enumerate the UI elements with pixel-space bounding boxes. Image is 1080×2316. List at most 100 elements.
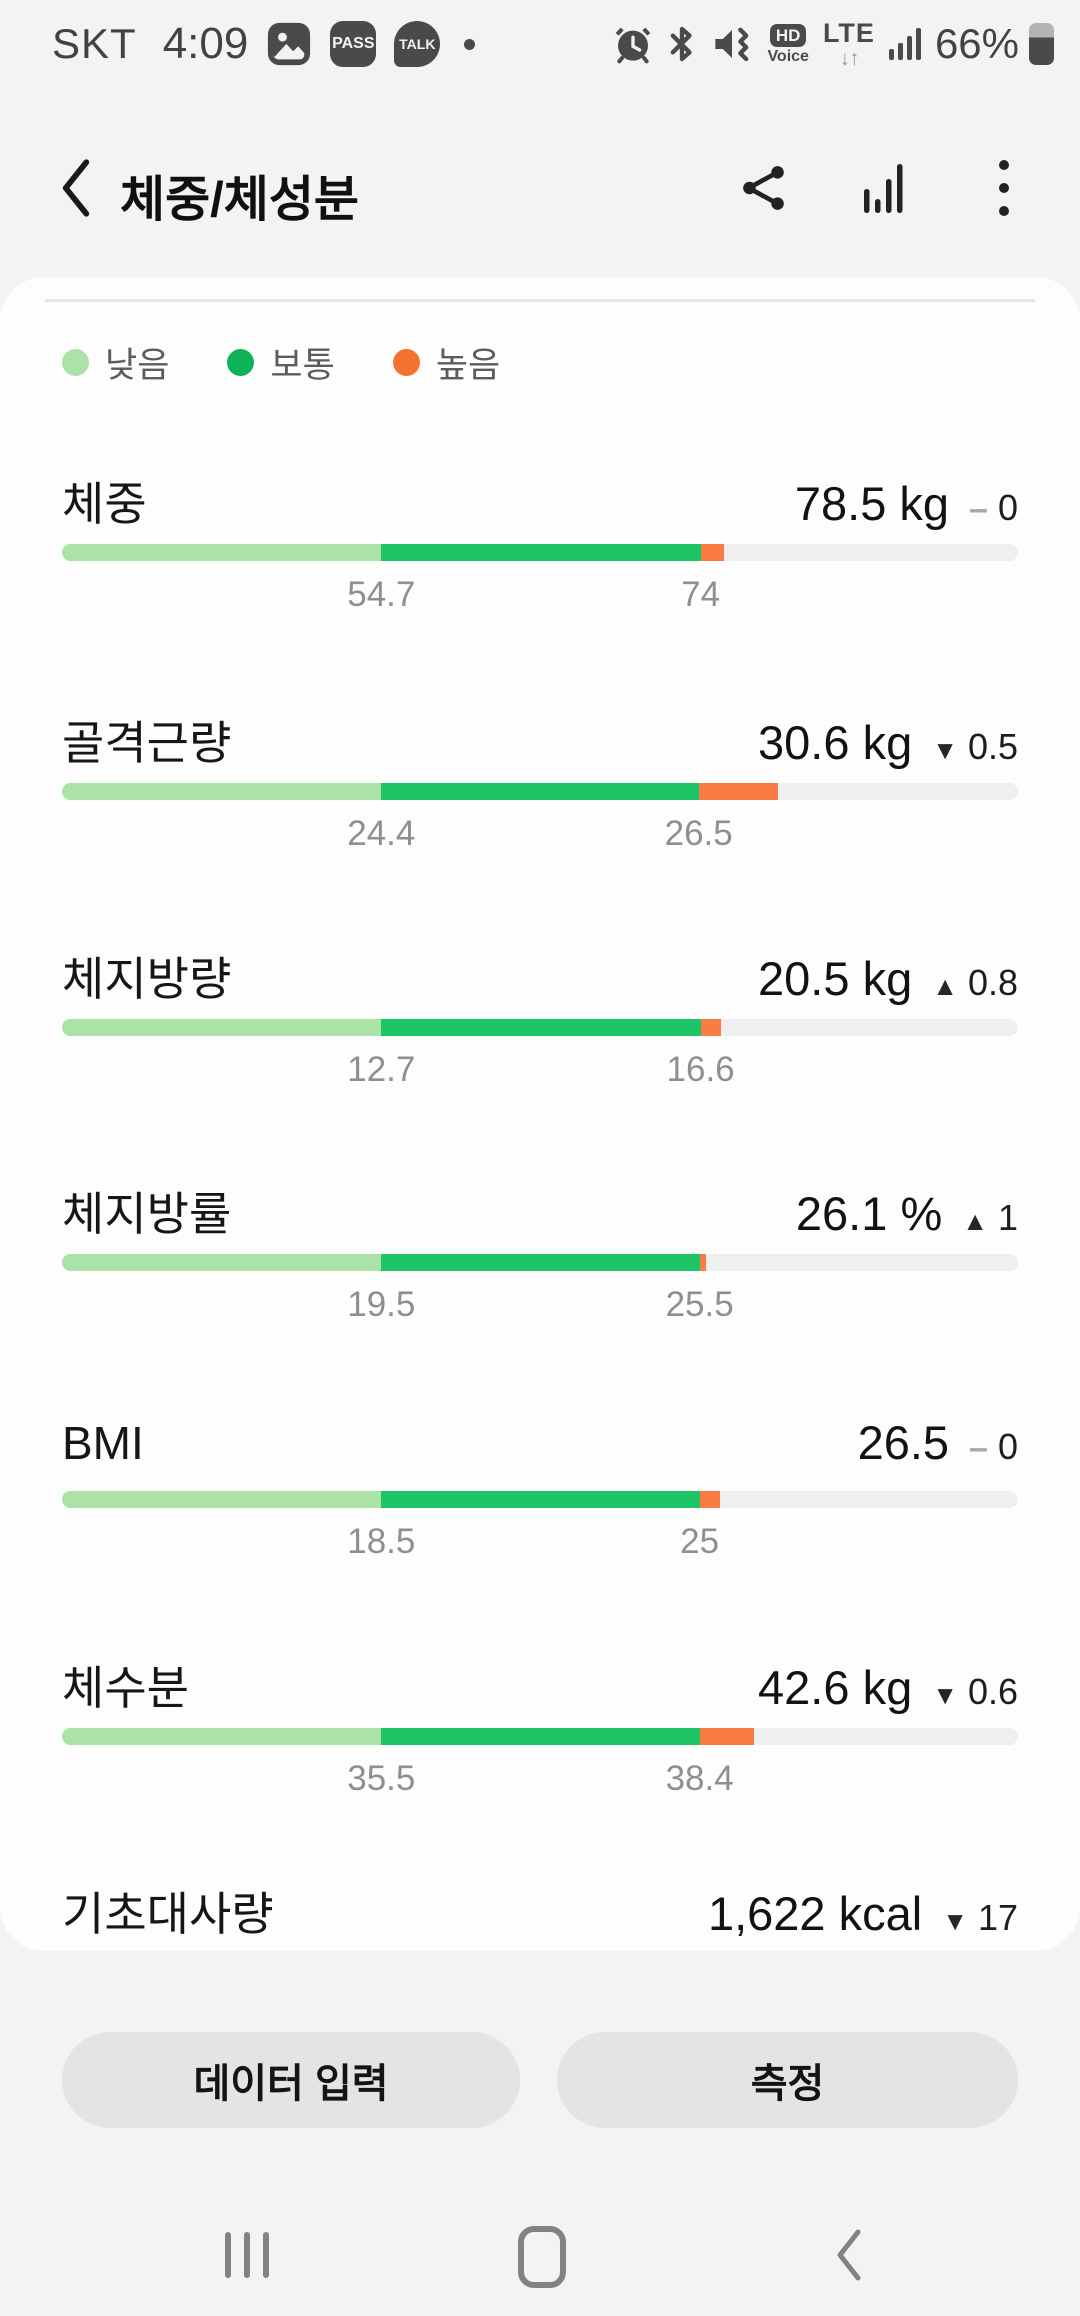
- carrier-label: SKT: [52, 20, 137, 67]
- no-change-icon: –: [969, 490, 988, 528]
- range-labels: 24.4 26.5: [62, 810, 1018, 858]
- metric-label: 체중: [62, 478, 147, 530]
- range-boundary-label: 54.7: [347, 575, 416, 614]
- legend-item: 높음: [392, 337, 501, 388]
- range-bar-segment-low: [62, 544, 382, 561]
- metric-change: ▼ 17: [942, 1897, 1018, 1939]
- range-labels: 54.7 74: [62, 571, 1018, 619]
- range-boundary-label: 25: [680, 1522, 720, 1561]
- range-bar-segment-normal: [381, 544, 701, 561]
- range-boundary-label: 35.5: [347, 1759, 416, 1798]
- metric-value: 1,622 kcal: [707, 1887, 923, 1940]
- range-labels: 35.5 38.4: [62, 1755, 1018, 1803]
- recents-nav-icon[interactable]: [225, 2232, 269, 2278]
- range-bar-segment-low: [62, 783, 382, 800]
- metric-value: 26.1 %: [795, 1187, 943, 1240]
- legend-label: 높음: [435, 346, 501, 385]
- page-title: 체중/체성분: [120, 173, 360, 227]
- range-labels: 18.5 25: [62, 1518, 1018, 1566]
- gallery-notification-icon: [266, 21, 312, 67]
- range-labels: 12.7 16.6: [62, 1046, 1018, 1094]
- metric-value: 30.6 kg: [758, 716, 913, 769]
- share-icon[interactable]: [736, 150, 792, 226]
- metric-label: BMI: [62, 1417, 144, 1469]
- metric-change: ▲ 1: [962, 1197, 1018, 1239]
- status-bar-right: HD Voice LTE ↓↑ 66%: [613, 14, 1054, 74]
- metric-value: 20.5 kg: [758, 952, 913, 1005]
- legend-dot-icon: [62, 349, 89, 376]
- increase-icon: ▲: [932, 971, 958, 1001]
- more-options-icon[interactable]: [976, 150, 1032, 226]
- signal-strength-icon: [888, 28, 921, 60]
- range-boundary-label: 26.5: [664, 814, 733, 853]
- metric-label: 체수분: [62, 1662, 189, 1714]
- range-bar-segment-normal: [381, 1491, 700, 1508]
- legend-dot-icon: [227, 349, 255, 376]
- chart-icon[interactable]: [856, 150, 912, 226]
- metric-value: 78.5 kg: [794, 477, 950, 530]
- metric-label: 체지방률: [62, 1188, 232, 1240]
- range-bar-segment-high: [700, 544, 724, 561]
- legend-label: 보통: [270, 346, 335, 385]
- range-bar-segment-low: [62, 1728, 382, 1745]
- range-bar-segment-normal: [381, 783, 699, 800]
- legend-item: 보통: [227, 337, 335, 388]
- battery-icon: [1029, 23, 1054, 65]
- range-bar-segment-high: [699, 1728, 755, 1745]
- range-bar-segment-low: [62, 1254, 382, 1271]
- status-bar-left: SKT 4:09 PASS TALK: [52, 18, 476, 70]
- metric-change-amount: 1: [997, 1197, 1018, 1238]
- hd-voice-icon: HD Voice: [767, 23, 809, 65]
- status-time: 4:09: [162, 19, 249, 68]
- decrease-icon: ▼: [942, 1906, 968, 1936]
- legend: 낮음 보통 높음: [62, 337, 500, 388]
- metric-change-amount: 17: [977, 1897, 1018, 1938]
- range-bar: [62, 1019, 1018, 1036]
- mute-vibrate-icon: [711, 24, 753, 64]
- range-boundary-label: 18.5: [347, 1522, 416, 1561]
- navigation-bar: [0, 2180, 1080, 2316]
- range-bar-segment-low: [62, 1491, 382, 1508]
- range-bar-segment-high: [699, 1491, 720, 1508]
- range-boundary-label: 38.4: [665, 1759, 734, 1798]
- range-boundary-label: 24.4: [347, 814, 416, 853]
- lte-network-icon: LTE ↓↑: [822, 17, 875, 70]
- metric-change: –0: [969, 1426, 1018, 1468]
- metric-value: 42.6 kg: [758, 1661, 913, 1714]
- card-top-divider: [45, 299, 1035, 302]
- metric-row: 체지방량 20.5 kg ▲ 0.8 12.7 16.6: [62, 943, 1018, 1094]
- metric-label: 기초대사량: [62, 1888, 274, 1940]
- back-nav-icon[interactable]: [832, 2226, 866, 2284]
- metric-change: ▼ 0.5: [932, 726, 1018, 768]
- back-button[interactable]: [48, 152, 104, 224]
- app-bar-actions: [736, 144, 1032, 232]
- metric-row: 체지방률 26.1 % ▲ 1 19.5 25.5: [62, 1178, 1018, 1329]
- range-bar-segment-normal: [381, 1728, 700, 1745]
- decrease-icon: ▼: [932, 735, 958, 765]
- enter-data-button[interactable]: 데이터 입력: [62, 2032, 520, 2128]
- range-bar: [62, 783, 1018, 800]
- home-nav-icon[interactable]: [518, 2226, 566, 2288]
- metric-change: ▼ 0.6: [932, 1671, 1018, 1713]
- range-boundary-label: 12.7: [347, 1050, 416, 1089]
- range-boundary-label: 19.5: [347, 1285, 416, 1324]
- metric-row: BMI 26.5–0 18.5 25: [62, 1415, 1018, 1566]
- range-bar: [62, 1254, 1018, 1271]
- increase-icon: ▲: [962, 1206, 988, 1236]
- metric-change-amount: 0: [997, 487, 1018, 528]
- metric-row: 체수분 42.6 kg ▼ 0.6 35.5 38.4: [62, 1652, 1018, 1803]
- measure-button[interactable]: 측정: [557, 2032, 1018, 2128]
- metric-change: ▲ 0.8: [932, 962, 1018, 1004]
- range-bar-segment-high: [698, 783, 779, 800]
- range-bar: [62, 1728, 1018, 1745]
- pass-app-icon: PASS: [330, 21, 377, 67]
- range-boundary-label: 74: [681, 575, 721, 614]
- more-notifications-dot-icon: [464, 38, 476, 50]
- range-bar-segment-low: [62, 1019, 382, 1036]
- body-composition-card: 낮음 보통 높음 체중 78.5 kg –0 54.7 74 골격근량 30.6 kg ▼ 0.5 2…: [0, 277, 1080, 1951]
- metric-label: 골격근량: [62, 717, 232, 769]
- no-change-icon: –: [969, 1429, 988, 1467]
- metric-change-amount: 0: [997, 1426, 1018, 1467]
- app-bar: 체중/체성분: [0, 120, 1080, 270]
